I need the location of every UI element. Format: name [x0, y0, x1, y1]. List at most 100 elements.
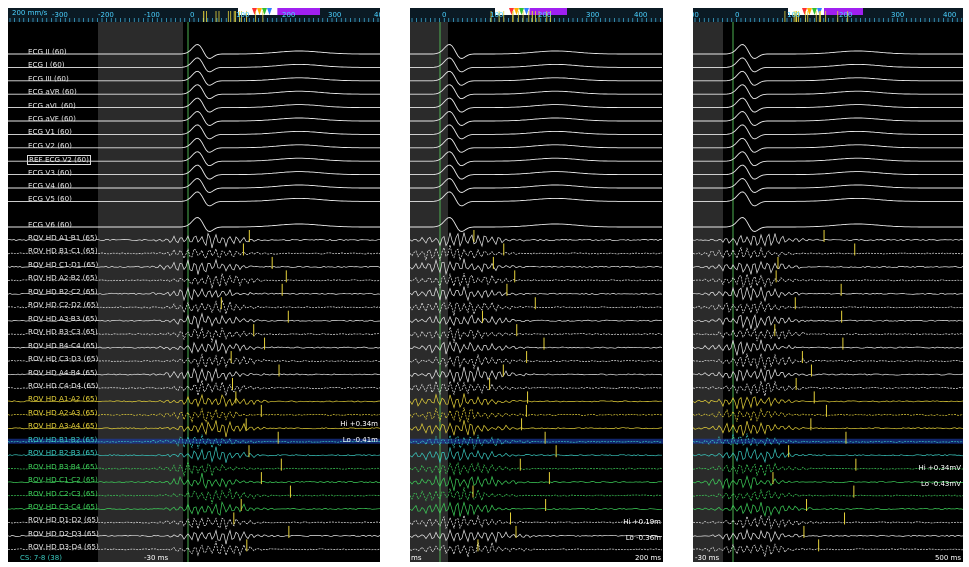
- channel-label[interactable]: ECG aVF (60): [28, 114, 76, 123]
- signal-trace[interactable]: [693, 124, 963, 140]
- signal-trace[interactable]: [693, 300, 963, 314]
- signal-trace[interactable]: [693, 137, 963, 153]
- signal-trace[interactable]: [693, 447, 963, 464]
- signal-trace[interactable]: [693, 353, 963, 370]
- signal-trace[interactable]: [693, 502, 963, 518]
- color-marker-icon[interactable]: [524, 8, 529, 15]
- signal-trace[interactable]: [8, 151, 380, 167]
- signal-trace[interactable]: [410, 340, 663, 355]
- channel-label[interactable]: ECG V3 (60): [28, 167, 72, 177]
- signal-trace[interactable]: [693, 314, 963, 330]
- channel-label[interactable]: ROV HD A2-B2 (65): [28, 273, 98, 283]
- selected-channel-band[interactable]: [8, 438, 380, 444]
- signal-trace[interactable]: [8, 111, 380, 126]
- signal-trace[interactable]: [8, 217, 380, 232]
- signal-trace[interactable]: [410, 84, 662, 100]
- signal-trace[interactable]: [693, 57, 963, 73]
- channel-label[interactable]: ECG V6 (60): [28, 220, 72, 229]
- signal-trace[interactable]: [410, 380, 663, 396]
- signal-trace[interactable]: [410, 366, 663, 384]
- signal-trace[interactable]: [8, 57, 380, 73]
- color-marker-icon[interactable]: [267, 8, 272, 15]
- signal-trace[interactable]: [410, 164, 662, 180]
- signal-trace[interactable]: [8, 517, 380, 530]
- channel-label[interactable]: ECG V2 (60): [28, 140, 72, 150]
- signal-trace[interactable]: [693, 528, 963, 543]
- signal-trace[interactable]: [410, 487, 663, 502]
- selected-channel-band[interactable]: [693, 438, 963, 444]
- signal-panel-3[interactable]: -1000100200300400500 Hi +0.34mV Lo -0.43…: [693, 8, 963, 562]
- channel-label[interactable]: ROV HD A4-B4 (65): [28, 367, 98, 377]
- channel-label[interactable]: ECG aVL (60): [28, 100, 76, 110]
- signal-trace[interactable]: [8, 529, 380, 545]
- signal-trace[interactable]: [410, 353, 663, 370]
- signal-trace[interactable]: [410, 301, 663, 316]
- signal-trace[interactable]: [693, 260, 963, 275]
- signal-trace[interactable]: [8, 488, 380, 505]
- color-marker-icon[interactable]: [519, 8, 524, 15]
- signal-trace[interactable]: [410, 151, 662, 167]
- signal-trace[interactable]: [8, 326, 380, 343]
- color-marker-icon[interactable]: [807, 8, 812, 15]
- color-marker-icon[interactable]: [802, 8, 807, 15]
- signal-trace[interactable]: [410, 124, 662, 140]
- signal-trace[interactable]: [410, 461, 663, 476]
- signal-trace[interactable]: [410, 97, 662, 113]
- signal-trace[interactable]: [693, 433, 963, 447]
- signal-trace[interactable]: [693, 543, 963, 557]
- signal-trace[interactable]: [410, 541, 663, 557]
- signal-trace[interactable]: [410, 393, 662, 409]
- signal-trace[interactable]: [693, 407, 963, 423]
- signal-trace[interactable]: [410, 70, 662, 86]
- signal-trace[interactable]: [693, 421, 963, 437]
- channel-label[interactable]: REF ECG V2 (60): [27, 155, 91, 166]
- signal-trace[interactable]: [8, 460, 380, 477]
- signal-trace[interactable]: [8, 393, 380, 408]
- channel-label[interactable]: ROV HD D3-D4 (65): [28, 542, 99, 552]
- channel-label[interactable]: ROV HD A3-B3 (65): [28, 313, 98, 323]
- signal-trace[interactable]: [693, 97, 963, 113]
- signal-trace[interactable]: [410, 137, 662, 153]
- signal-trace[interactable]: [410, 244, 663, 261]
- signal-trace[interactable]: [410, 217, 662, 232]
- signal-trace[interactable]: [693, 191, 963, 207]
- channel-label[interactable]: ROV HD B3-B4 (65): [28, 461, 98, 471]
- signal-trace[interactable]: [693, 488, 963, 502]
- channel-label[interactable]: ROV HD C2-D2 (65): [28, 300, 99, 310]
- signal-trace[interactable]: [8, 70, 380, 86]
- signal-trace[interactable]: [8, 191, 380, 207]
- signal-trace[interactable]: [693, 44, 963, 59]
- signal-trace[interactable]: [8, 312, 380, 329]
- signal-trace[interactable]: [8, 124, 380, 140]
- channel-label[interactable]: ECG V4 (60): [28, 181, 72, 190]
- signal-trace[interactable]: [8, 44, 380, 59]
- signal-panel-2[interactable]: 0100200300400500 Hi +0.19m Lo -0.36m ms …: [410, 8, 663, 562]
- signal-trace[interactable]: [8, 84, 380, 100]
- channel-label[interactable]: ROV HD D2-D3 (65): [28, 528, 99, 538]
- signal-trace[interactable]: [8, 407, 380, 423]
- signal-trace[interactable]: [8, 353, 380, 369]
- signal-trace[interactable]: [8, 501, 380, 516]
- signal-trace[interactable]: [8, 472, 380, 489]
- signal-trace[interactable]: [8, 420, 380, 438]
- signal-trace[interactable]: [410, 191, 662, 207]
- channel-label[interactable]: ECG V1 (60): [28, 127, 72, 137]
- signal-trace[interactable]: [693, 70, 963, 86]
- signal-trace[interactable]: [693, 475, 963, 491]
- signal-trace[interactable]: [693, 367, 963, 383]
- signal-trace[interactable]: [693, 380, 963, 397]
- signal-trace[interactable]: [410, 44, 662, 59]
- signal-trace[interactable]: [8, 433, 380, 449]
- channel-label[interactable]: ROV HD B1-B2 (65): [28, 434, 98, 444]
- signal-trace[interactable]: [8, 273, 380, 289]
- color-marker-icon[interactable]: [514, 8, 519, 15]
- signal-trace[interactable]: [8, 258, 380, 275]
- channel-label[interactable]: ROV HD A3-A4 (65): [28, 421, 98, 431]
- signal-trace[interactable]: [410, 447, 662, 464]
- signal-trace[interactable]: [8, 137, 380, 153]
- signal-trace[interactable]: [693, 217, 963, 232]
- signal-trace[interactable]: [410, 433, 663, 450]
- signal-trace[interactable]: [8, 178, 380, 193]
- signal-trace[interactable]: [410, 258, 663, 276]
- signal-trace[interactable]: [410, 111, 662, 126]
